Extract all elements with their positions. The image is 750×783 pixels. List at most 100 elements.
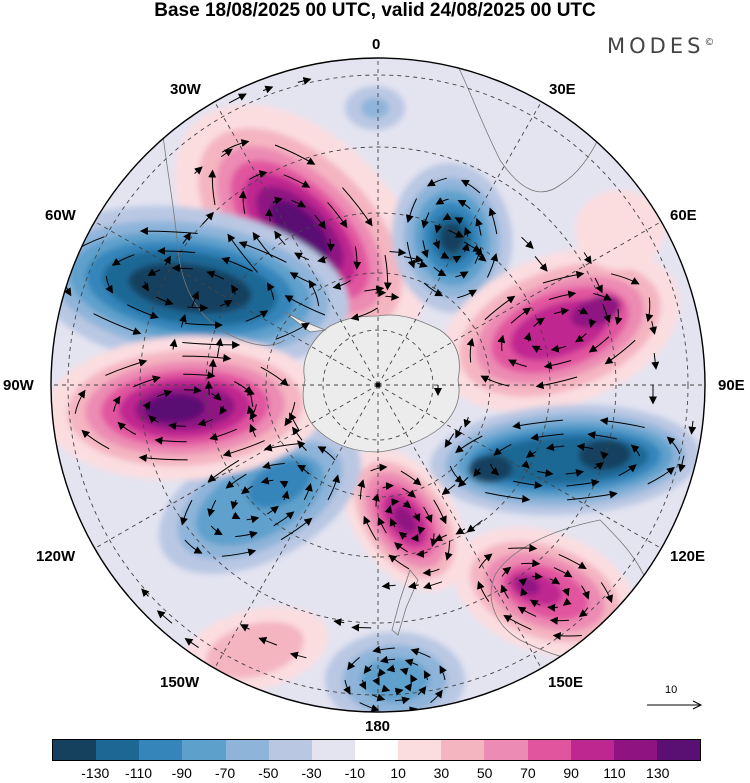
wind-arrow [566,478,600,487]
wind-arrow [227,233,258,273]
wind-arrow [455,271,469,279]
wind-arrow [412,512,421,523]
wind-arrow [260,366,289,387]
wind-arrow [327,202,348,229]
wind-arrow [534,255,548,272]
wind-arrow [197,418,214,427]
wind-arrow [536,469,554,478]
wind-arrow [215,337,224,358]
wind-arrow [457,289,478,299]
wind-arrow [484,295,516,321]
wind-arrow [433,499,447,525]
wind-arrow [410,648,431,658]
wind-arrow [211,392,222,401]
wind-arrow [602,304,611,324]
wind-arrow [548,290,577,300]
wind-arrow [645,297,654,323]
wind-arrow [473,468,482,477]
wind-arrow [377,668,386,678]
wind-arrow [230,499,239,510]
wind-arrow [133,375,161,388]
wind-arrow [194,166,203,175]
wind-arrow [246,405,255,422]
colorbar-swatch [441,740,485,760]
wind-arrow [485,492,531,503]
wind-arrow [441,484,456,496]
wind-arrow [529,599,541,608]
wind-arrow [351,623,372,632]
colorbar-tick-label: 70 [520,765,536,781]
colorbar-tick-label: 50 [476,765,493,781]
wind-arrow [567,490,618,501]
wind-arrow [388,554,410,570]
wind-arrow [219,405,228,415]
colorbar-tick-label: -70 [214,765,236,781]
wind-arrow [677,455,686,473]
wind-arrow [314,214,326,230]
wind-arrow [239,624,250,632]
wind-arrow [179,313,187,328]
wind-arrow [245,310,269,322]
wind-arrow [112,395,121,412]
africa-outline [454,59,611,193]
wind-arrow [105,276,114,294]
wind-arrow [503,614,532,631]
wind-arrow [455,425,463,439]
wind-arrow [523,332,532,342]
wind-arrow [294,252,309,261]
wind-arrow [404,658,419,667]
wind-arrow [463,226,472,237]
wind-arrow [421,212,430,229]
wind-arrow [274,230,286,246]
wind-arrow [246,387,255,407]
colorbar-tick-label: 30 [433,765,450,781]
wind-arrow [577,307,589,315]
wind-arrow [513,480,543,489]
wind-arrow [493,443,512,456]
wind-arrow [371,693,386,702]
colorbar-tick-label: -130 [81,765,110,781]
wind-arrow [405,198,418,223]
wind-arrow [347,657,360,671]
wind-arrow [191,290,199,307]
wind-arrow [394,687,404,696]
wind-arrow [111,254,135,266]
wind-arrow [381,684,391,693]
wind-arrow [204,380,213,395]
colorbar-swatch [139,740,183,760]
wind-arrow [389,517,398,528]
wind-arrow [156,389,173,398]
wind-arrow [604,339,636,365]
wind-arrow [258,637,278,646]
wind-arrow [440,251,450,259]
wind-arrow [588,318,597,328]
negative-anomaly-south-atlantic-10e [391,163,513,313]
wind-arrow [455,526,466,535]
wind-arrow [407,581,419,590]
reference-vector-label: 10 [665,684,678,696]
colorbar-swatch [354,740,399,760]
wind-arrow [417,526,426,535]
wind-arrow [565,468,585,477]
wind-arrow [426,177,447,187]
wind-arrow [363,664,373,675]
wind-arrow [578,607,589,618]
colorbar-swatch [613,740,657,760]
wind-arrow [231,284,239,295]
wind-arrow [398,531,408,540]
colorbar-swatch [570,740,614,760]
wind-arrow [647,466,675,485]
wind-arrow [206,270,225,280]
wind-arrow [221,548,257,557]
wind-arrow [520,587,528,597]
wind-arrow [275,322,310,340]
wind-arrow [303,483,313,501]
brand-text: MODES [607,34,705,58]
wind-arrow [249,423,257,437]
reference-vector-arrow [647,700,703,710]
wind-arrow [238,241,287,263]
wind-arrow [372,676,380,686]
colorbar-swatch [484,740,528,760]
colorbar [52,739,701,761]
wind-arrow [279,480,289,489]
